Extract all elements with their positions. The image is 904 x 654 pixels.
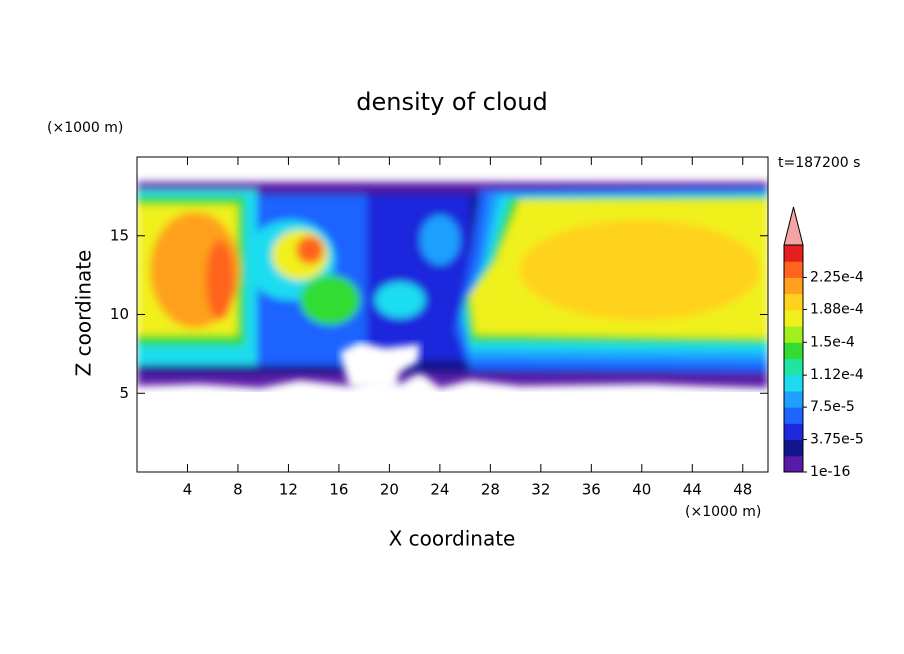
x-tick-label: 20 xyxy=(380,481,399,499)
colorbar-label: 7.5e-5 xyxy=(810,399,855,415)
colorbar-band xyxy=(784,293,803,311)
colorbar-band xyxy=(784,261,803,278)
x-tick-label: 28 xyxy=(481,481,500,499)
colorbar-band xyxy=(784,423,803,441)
colorbar-label: 1.12e-4 xyxy=(810,367,864,383)
colorbar-band xyxy=(784,439,803,457)
contour-field xyxy=(137,182,768,472)
x-unit: (×1000 m) xyxy=(685,504,761,520)
y-axis-label: Z coordinate xyxy=(72,250,96,377)
colorbar-band xyxy=(784,326,803,343)
colorbar-label: 2.25e-4 xyxy=(810,269,864,285)
x-tick-label: 24 xyxy=(430,481,449,499)
x-tick-label: 44 xyxy=(683,481,702,499)
y-tick-label: 10 xyxy=(110,305,129,323)
x-tick-label: 32 xyxy=(531,481,550,499)
colorbar-band xyxy=(784,277,803,295)
colorbar-label: 3.75e-5 xyxy=(810,432,864,448)
chart-title: density of cloud xyxy=(356,88,547,116)
colorbar-band xyxy=(784,309,803,327)
colorbar-band xyxy=(784,390,803,408)
annotation: t=187200 s xyxy=(778,155,860,171)
x-tick-label: 16 xyxy=(329,481,348,499)
x-tick-label: 48 xyxy=(733,481,752,499)
colorbar-label: 1.88e-4 xyxy=(810,301,864,317)
colorbar-band xyxy=(784,342,803,359)
y-tick-label: 5 xyxy=(119,384,129,402)
x-tick-label: 36 xyxy=(582,481,601,499)
colorbar-band xyxy=(784,245,803,262)
x-tick-label: 12 xyxy=(279,481,298,499)
colorbar-band xyxy=(784,455,803,473)
colorbar-label: 1e-16 xyxy=(810,464,850,480)
colorbar-frame xyxy=(783,244,804,473)
colorbar-label: 1.5e-4 xyxy=(810,334,855,350)
colorbar-band xyxy=(784,358,803,376)
y-unit: (×1000 m) xyxy=(47,120,123,136)
colorbar-extend xyxy=(783,206,804,246)
colorbar-band xyxy=(784,374,803,392)
y-tick-label: 15 xyxy=(110,226,129,244)
x-tick-label: 40 xyxy=(632,481,651,499)
x-axis-label: X coordinate xyxy=(389,527,516,551)
x-tick-label: 8 xyxy=(233,481,243,499)
colorbar-band xyxy=(784,407,803,424)
x-tick-label: 4 xyxy=(183,481,193,499)
